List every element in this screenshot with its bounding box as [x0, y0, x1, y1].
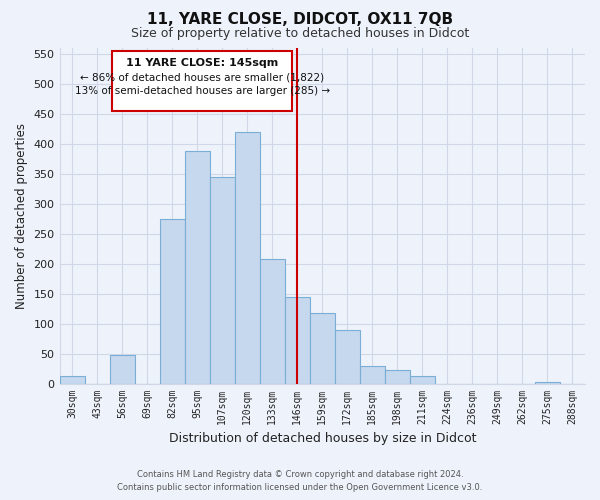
Bar	[160, 218, 185, 384]
Bar	[209, 176, 235, 384]
Text: ← 86% of detached houses are smaller (1,822): ← 86% of detached houses are smaller (1,…	[80, 72, 324, 83]
Bar	[360, 366, 385, 384]
Bar	[110, 355, 134, 384]
Bar	[185, 150, 209, 384]
FancyBboxPatch shape	[112, 50, 292, 110]
Bar	[235, 132, 260, 384]
Bar	[260, 258, 285, 384]
Text: Contains HM Land Registry data © Crown copyright and database right 2024.
Contai: Contains HM Land Registry data © Crown c…	[118, 470, 482, 492]
Text: 11, YARE CLOSE, DIDCOT, OX11 7QB: 11, YARE CLOSE, DIDCOT, OX11 7QB	[147, 12, 453, 28]
Y-axis label: Number of detached properties: Number of detached properties	[15, 122, 28, 308]
Bar	[335, 330, 360, 384]
Bar	[285, 296, 310, 384]
Text: Size of property relative to detached houses in Didcot: Size of property relative to detached ho…	[131, 28, 469, 40]
Bar	[59, 376, 85, 384]
Bar	[310, 312, 335, 384]
Text: 13% of semi-detached houses are larger (285) →: 13% of semi-detached houses are larger (…	[74, 86, 330, 96]
Bar	[385, 370, 410, 384]
X-axis label: Distribution of detached houses by size in Didcot: Distribution of detached houses by size …	[169, 432, 476, 445]
Text: 11 YARE CLOSE: 145sqm: 11 YARE CLOSE: 145sqm	[126, 58, 278, 68]
Bar	[535, 382, 560, 384]
Bar	[410, 376, 435, 384]
